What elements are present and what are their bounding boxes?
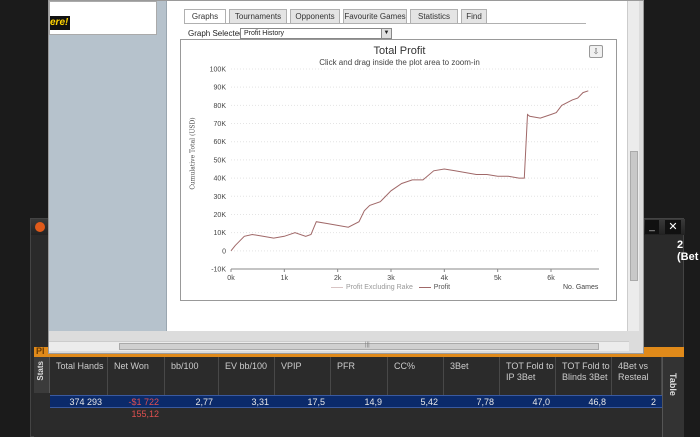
x-tick-label: 2k [334, 275, 342, 282]
column-header[interactable]: 4Bet vs Resteal [612, 357, 662, 395]
column-header[interactable]: VPIP [275, 357, 331, 395]
legend-label: Profit [433, 284, 451, 291]
legend-item-profit[interactable]: Profit [418, 284, 451, 291]
x-tick-label: 3k [387, 275, 395, 282]
y-tick-label: 0 [222, 248, 226, 255]
scrollbar-thumb[interactable] [630, 151, 638, 281]
x-tick-label: 0k [227, 275, 235, 282]
table-cell: 17,5 [307, 397, 325, 407]
legend-item-profit-excluding-rake[interactable]: Profit Excluding Rake [331, 284, 413, 291]
y-tick-label: 10K [214, 230, 227, 237]
chart-title: Total Profit [373, 45, 426, 57]
download-icon[interactable]: ⇩ [589, 45, 603, 58]
table-cell: 5,42 [420, 397, 438, 407]
y-tick-label: 90K [214, 85, 227, 92]
scrollbar-thumb[interactable] [119, 343, 599, 350]
tab-find[interactable]: Find [461, 9, 487, 23]
table-tab-label: Table [668, 373, 678, 396]
minimize-button[interactable]: _ [645, 220, 659, 234]
tab-graphs[interactable]: Graphs [184, 9, 226, 24]
column-header[interactable]: Total Hands [50, 357, 108, 395]
banner-logo: ere! [50, 16, 70, 30]
chart-subtitle: Click and drag inside the plot area to z… [319, 58, 480, 67]
y-tick-label: 40K [214, 176, 227, 183]
graph-select-dropdown[interactable]: Profit History ▼ [240, 28, 392, 39]
left-pane: ere! [49, 1, 167, 331]
column-header[interactable]: bb/100 [165, 357, 219, 395]
y-tick-label: 70K [214, 121, 227, 128]
client-logo-icon [35, 222, 45, 232]
chart-container[interactable]: Total Profit Click and drag inside the p… [180, 39, 617, 301]
stats-tab[interactable]: Stats [34, 357, 50, 393]
y-tick-label: 30K [214, 194, 227, 201]
table-cell: -$1 722 155,12 [128, 397, 159, 419]
column-header[interactable]: TOT Fold to IP 3Bet [500, 357, 556, 395]
y-tick-label: 80K [214, 103, 227, 110]
stats-panel: Stats Total Hands Net Won bb/100 EV bb/100 V… [34, 357, 684, 437]
grip-icon: ||| [365, 342, 370, 348]
chart-legend: Profit Excluding Rake Profit [331, 284, 450, 291]
table-cell: 7,78 [476, 397, 494, 407]
tab-statistics[interactable]: Statistics [410, 9, 458, 23]
table-cell: 46,8 [588, 397, 606, 407]
column-header[interactable]: 3Bet [444, 357, 500, 395]
tab-tournaments[interactable]: Tournaments [229, 9, 287, 23]
y-tick-label: 60K [214, 139, 227, 146]
column-header[interactable]: Net Won [108, 357, 165, 395]
orange-bar-label: Pl [36, 346, 45, 356]
tab-favourite-games[interactable]: Favourite Games [343, 9, 407, 23]
x-tick-label: 5k [494, 275, 502, 282]
table-cell: 374 293 [69, 397, 102, 407]
table-cell: 3,31 [251, 397, 269, 407]
horizontal-scrollbar[interactable]: ||| [49, 341, 629, 351]
x-tick-label: 6k [547, 275, 555, 282]
column-header[interactable]: EV bb/100 [219, 357, 275, 395]
x-tick-label: 1k [281, 275, 289, 282]
content-area: Graphs Tournaments Opponents Favourite Game… [167, 1, 627, 331]
chevron-down-icon[interactable]: ▼ [381, 29, 391, 38]
table-cell: 47,0 [532, 397, 550, 407]
x-axis-label: No. Games [563, 284, 599, 291]
table-cell: 14,9 [364, 397, 382, 407]
main-window: ere! Graphs Tournaments Opponents Favourite… [48, 0, 644, 354]
tab-opponents[interactable]: Opponents [290, 9, 340, 23]
column-header[interactable]: CC% [388, 357, 444, 395]
x-tick-label: 4k [441, 275, 449, 282]
table-cell: 2 [650, 397, 656, 407]
stats-tab-label: Stats [36, 361, 45, 381]
vertical-scrollbar[interactable] [627, 1, 639, 331]
y-tick-label: 50K [214, 157, 227, 164]
table-cell: 2,77 [195, 397, 213, 407]
table-row[interactable]: 374 293 -$1 722 155,12 2,77 3,31 17,5 14,9 5,4… [50, 395, 662, 419]
column-header[interactable]: TOT Fold to Blinds 3Bet [556, 357, 612, 395]
column-header[interactable]: PFR [331, 357, 388, 395]
y-tick-label: 100K [210, 67, 227, 74]
side-tab-label[interactable]: 2 (Bet [677, 239, 699, 263]
y-tick-label: -10K [211, 267, 226, 274]
legend-label: Profit Excluding Rake [346, 284, 413, 291]
table-tab[interactable]: Table [662, 357, 684, 437]
series-line-profit [230, 90, 589, 252]
tab-divider [184, 23, 586, 24]
graph-select-value: Profit History [244, 30, 285, 37]
graph-selected-label: Graph Selected: [188, 29, 246, 38]
banner-ad[interactable]: ere! [49, 1, 157, 35]
y-tick-label: 20K [214, 212, 227, 219]
close-button[interactable]: ✕ [665, 220, 681, 234]
